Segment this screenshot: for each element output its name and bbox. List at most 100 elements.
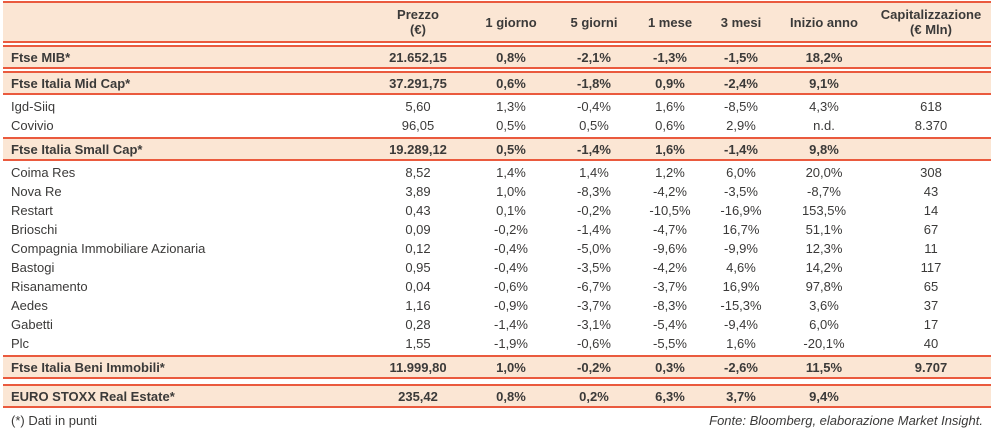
row-name: Ftse Italia Beni Immobili* [11, 359, 165, 375]
row-value: 0,8% [496, 49, 526, 65]
row-value: 17 [923, 317, 939, 332]
row-value: 0,5% [579, 118, 609, 133]
row-name: Coima Res [11, 165, 76, 180]
row-value: 1,0% [496, 184, 526, 199]
row-value: -3,1% [577, 317, 611, 332]
stock-row: Plc 1,55 -1,9% -0,6% -5,5% 1,6% -20,1% 40 [3, 334, 991, 353]
stock-row: Igd-Siiq 5,60 1,3% -0,4% 1,6% -8,5% 4,3% 618 [3, 97, 991, 116]
row-name: Igd-Siiq [11, 99, 56, 114]
row-value: 2,9% [726, 118, 756, 133]
index-row: Ftse Italia Small Cap* 19.289,12 0,5% -1,4%… [3, 137, 991, 161]
header-capitalizzazione: Capitalizzazione (€ Mln) [871, 3, 991, 41]
row-value: 0,12 [405, 241, 431, 256]
row-value: -9,6% [653, 241, 687, 256]
row-value: -1,4% [724, 141, 758, 157]
header-inizio-anno-label: Inizio anno [790, 14, 858, 30]
row-value: n.d. [813, 118, 835, 133]
row-value: 1,4% [496, 165, 526, 180]
header-1-mese-label: 1 mese [647, 14, 693, 30]
row-value: -8,5% [724, 99, 758, 114]
header-1-mese: 1 mese [635, 3, 705, 41]
row-value: 618 [920, 99, 942, 114]
row-value: 0,28 [405, 317, 431, 332]
row-value: 37.291,75 [389, 75, 447, 91]
row-value: 1,6% [655, 99, 685, 114]
row-value: 43 [923, 184, 939, 199]
stock-row: Nova Re 3,89 1,0% -8,3% -4,2% -3,5% -8,7% 43 [3, 182, 991, 201]
row-value: -2,1% [577, 49, 611, 65]
row-value: -6,7% [577, 279, 611, 294]
row-value: 21.652,15 [389, 49, 447, 65]
row-value: 14 [923, 203, 939, 218]
header-3-mesi: 3 mesi [705, 3, 777, 41]
stock-row: Covivio 96,05 0,5% 0,5% 0,6% 2,9% n.d. 8.370 [3, 116, 991, 135]
row-name: Ftse MIB* [11, 49, 71, 65]
row-value: 0,95 [405, 260, 431, 275]
row-value: -0,4% [577, 99, 611, 114]
row-value: -1,4% [577, 141, 611, 157]
stock-row: Risanamento 0,04 -0,6% -6,7% -3,7% 16,9% 97,8%… [3, 277, 991, 296]
stock-row: Aedes 1,16 -0,9% -3,7% -8,3% -15,3% 3,6% 37 [3, 296, 991, 315]
row-value: 96,05 [401, 118, 435, 133]
row-value: -8,7% [807, 184, 841, 199]
row-value: -0,6% [494, 279, 528, 294]
row-value: 1,55 [405, 336, 431, 351]
row-value: -8,3% [653, 298, 687, 313]
row-value: 8.370 [914, 118, 948, 133]
row-value: -10,5% [649, 203, 691, 218]
header-1-giorno: 1 giorno [469, 3, 553, 41]
row-name: Plc [11, 336, 30, 351]
row-value: -16,9% [720, 203, 762, 218]
row-value: 3,7% [726, 388, 756, 404]
row-value: -4,2% [653, 184, 687, 199]
row-name: Aedes [11, 298, 48, 313]
header-5-giorni-label: 5 giorni [570, 14, 618, 30]
row-value: 308 [920, 165, 942, 180]
row-value: 0,8% [496, 388, 526, 404]
index-row: Ftse MIB* 21.652,15 0,8% -2,1% -1,3% -1,5% 18,… [3, 45, 991, 69]
row-name: Bastogi [11, 260, 55, 275]
stock-row: Coima Res 8,52 1,4% 1,4% 1,2% 6,0% 20,0% 308 [3, 163, 991, 182]
row-value: 11,5% [805, 359, 843, 375]
row-value: 9,8% [809, 141, 839, 157]
row-value: -0,9% [494, 298, 528, 313]
row-value: -1,9% [494, 336, 528, 351]
row-value: 117 [920, 260, 942, 275]
row-value: 9,4% [809, 388, 839, 404]
row-value: 11 [924, 241, 938, 256]
row-value: 1,4% [579, 165, 609, 180]
row-value: -9,4% [724, 317, 758, 332]
row-name: Ftse Italia Small Cap* [11, 141, 143, 157]
stock-row: Bastogi 0,95 -0,4% -3,5% -4,2% 4,6% 14,2% 117 [3, 258, 991, 277]
row-value: 97,8% [805, 279, 843, 294]
row-value: 1,6% [726, 336, 756, 351]
row-value: -5,4% [653, 317, 687, 332]
row-value: -3,5% [724, 184, 758, 199]
header-prezzo-unit: (€) [410, 22, 426, 37]
header-5-giorni: 5 giorni [553, 3, 635, 41]
row-name: EURO STOXX Real Estate* [11, 388, 175, 404]
row-value: -1,3% [653, 49, 687, 65]
row-value: -9,9% [724, 241, 758, 256]
row-value: 235,42 [398, 388, 438, 404]
row-name: Nova Re [11, 184, 62, 199]
row-value: -1,4% [577, 222, 611, 237]
row-value: 153,5% [801, 203, 847, 218]
row-value: 14,2% [805, 260, 843, 275]
row-name: Compagnia Immobiliare Azionaria [11, 241, 206, 256]
row-value: -0,2% [577, 203, 611, 218]
row-name: Brioschi [11, 222, 58, 237]
row-value: 20,0% [805, 165, 843, 180]
row-value: -3,7% [577, 298, 611, 313]
row-value: 9,1% [809, 75, 839, 91]
row-value: -5,0% [577, 241, 611, 256]
row-value: 1,0% [496, 359, 526, 375]
header-1-giorno-label: 1 giorno [485, 14, 537, 30]
row-value: 0,09 [405, 222, 431, 237]
header-capitalizzazione-unit: (€ Mln) [910, 22, 952, 37]
index-row: EURO STOXX Real Estate* 235,42 0,8% 0,2% 6,3… [3, 384, 991, 408]
row-value: -1,4% [494, 317, 528, 332]
header-inizio-anno: Inizio anno [777, 3, 871, 41]
row-value: 1,6% [655, 141, 685, 157]
row-value: -5,5% [653, 336, 687, 351]
